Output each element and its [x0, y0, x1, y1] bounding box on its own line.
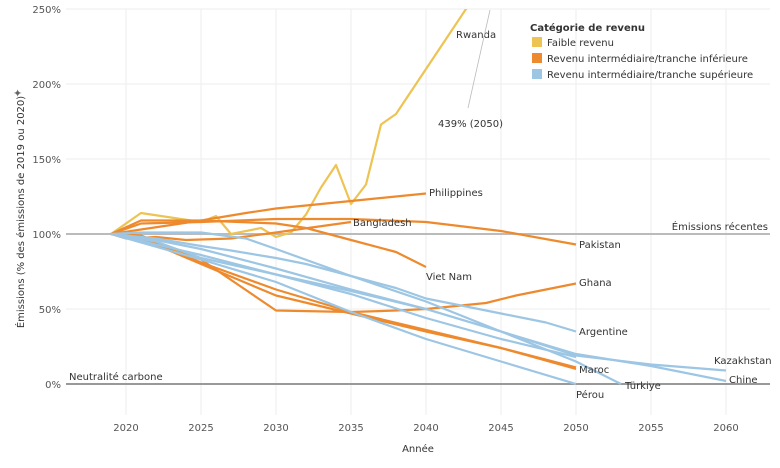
pin-icon[interactable]: ✦ [13, 87, 22, 100]
legend-swatch [532, 53, 542, 63]
legend-entry: Faible revenu [547, 38, 614, 49]
series-line-pérou [110, 232, 577, 386]
x-tick-label: 2060 [713, 423, 738, 434]
series-labels: Rwanda Philippines Bangladesh Pakistan Viet … [353, 30, 772, 401]
x-tick-label: 2045 [488, 423, 513, 434]
y-tick-label: 100% [32, 230, 61, 241]
series-label: Philippines [429, 188, 483, 199]
series-label: Pérou [576, 389, 604, 401]
x-tick-label: 2025 [188, 423, 213, 434]
legend-swatch [532, 69, 542, 79]
x-axis-title: Année [402, 443, 434, 455]
x-tick-label: 2020 [113, 423, 138, 434]
series-label: Türkiye [624, 381, 661, 392]
x-tick-label: 2040 [413, 423, 438, 434]
y-tick-label: 0% [45, 380, 61, 391]
reference-lines: Émissions récentes Neutralité carbone [66, 220, 770, 385]
series-line-philippines [110, 192, 427, 236]
series-line-viet-nam [110, 219, 427, 268]
series-label: Rwanda [456, 30, 496, 41]
series-label: Pakistan [579, 240, 621, 251]
x-tick-label: 2055 [638, 423, 663, 434]
axes: 2020 2025 2030 2035 2040 2045 2050 2055 2060 0% 50… [32, 5, 738, 434]
reference-label: Émissions récentes [672, 220, 768, 233]
y-tick-label: 200% [32, 80, 61, 91]
series-line-unlabeled [110, 232, 577, 359]
y-tick-label: 50% [39, 305, 61, 316]
series-label: Ghana [579, 278, 612, 289]
legend-entry: Revenu intermédiaire/tranche inférieure [547, 53, 748, 65]
series-label: Argentine [579, 327, 628, 338]
annotation-label: 439% (2050) [438, 119, 503, 130]
y-axis-title: Émissions (% des émissions de 2019 ou 20… [14, 96, 27, 328]
legend-entry: Revenu intermédiaire/tranche supérieure [547, 69, 753, 81]
legend-title: Catégorie de revenu [530, 22, 645, 34]
x-tick-label: 2050 [563, 423, 588, 434]
reference-label: Neutralité carbone [69, 371, 163, 383]
series-label: Kazakhstan [714, 356, 772, 367]
y-tick-label: 150% [32, 155, 61, 166]
series-line-argentine [110, 232, 577, 333]
series-line-pakistan [110, 217, 577, 246]
series-line-kazakhstan [110, 231, 727, 372]
series-label: Maroc [579, 365, 609, 376]
series-line-türkiye [110, 232, 622, 385]
series-label: Viet Nam [426, 272, 472, 283]
x-tick-label: 2030 [263, 423, 288, 434]
legend-swatch [532, 37, 542, 47]
x-tick-label: 2035 [338, 423, 363, 434]
series-label: Bangladesh [353, 218, 412, 229]
series-label: Chine [729, 375, 758, 386]
annotation-leader [467, 9, 491, 109]
legend: Catégorie de revenu Faible revenu Revenu … [530, 22, 753, 81]
series-lines [110, 9, 727, 386]
y-tick-label: 250% [32, 5, 61, 16]
